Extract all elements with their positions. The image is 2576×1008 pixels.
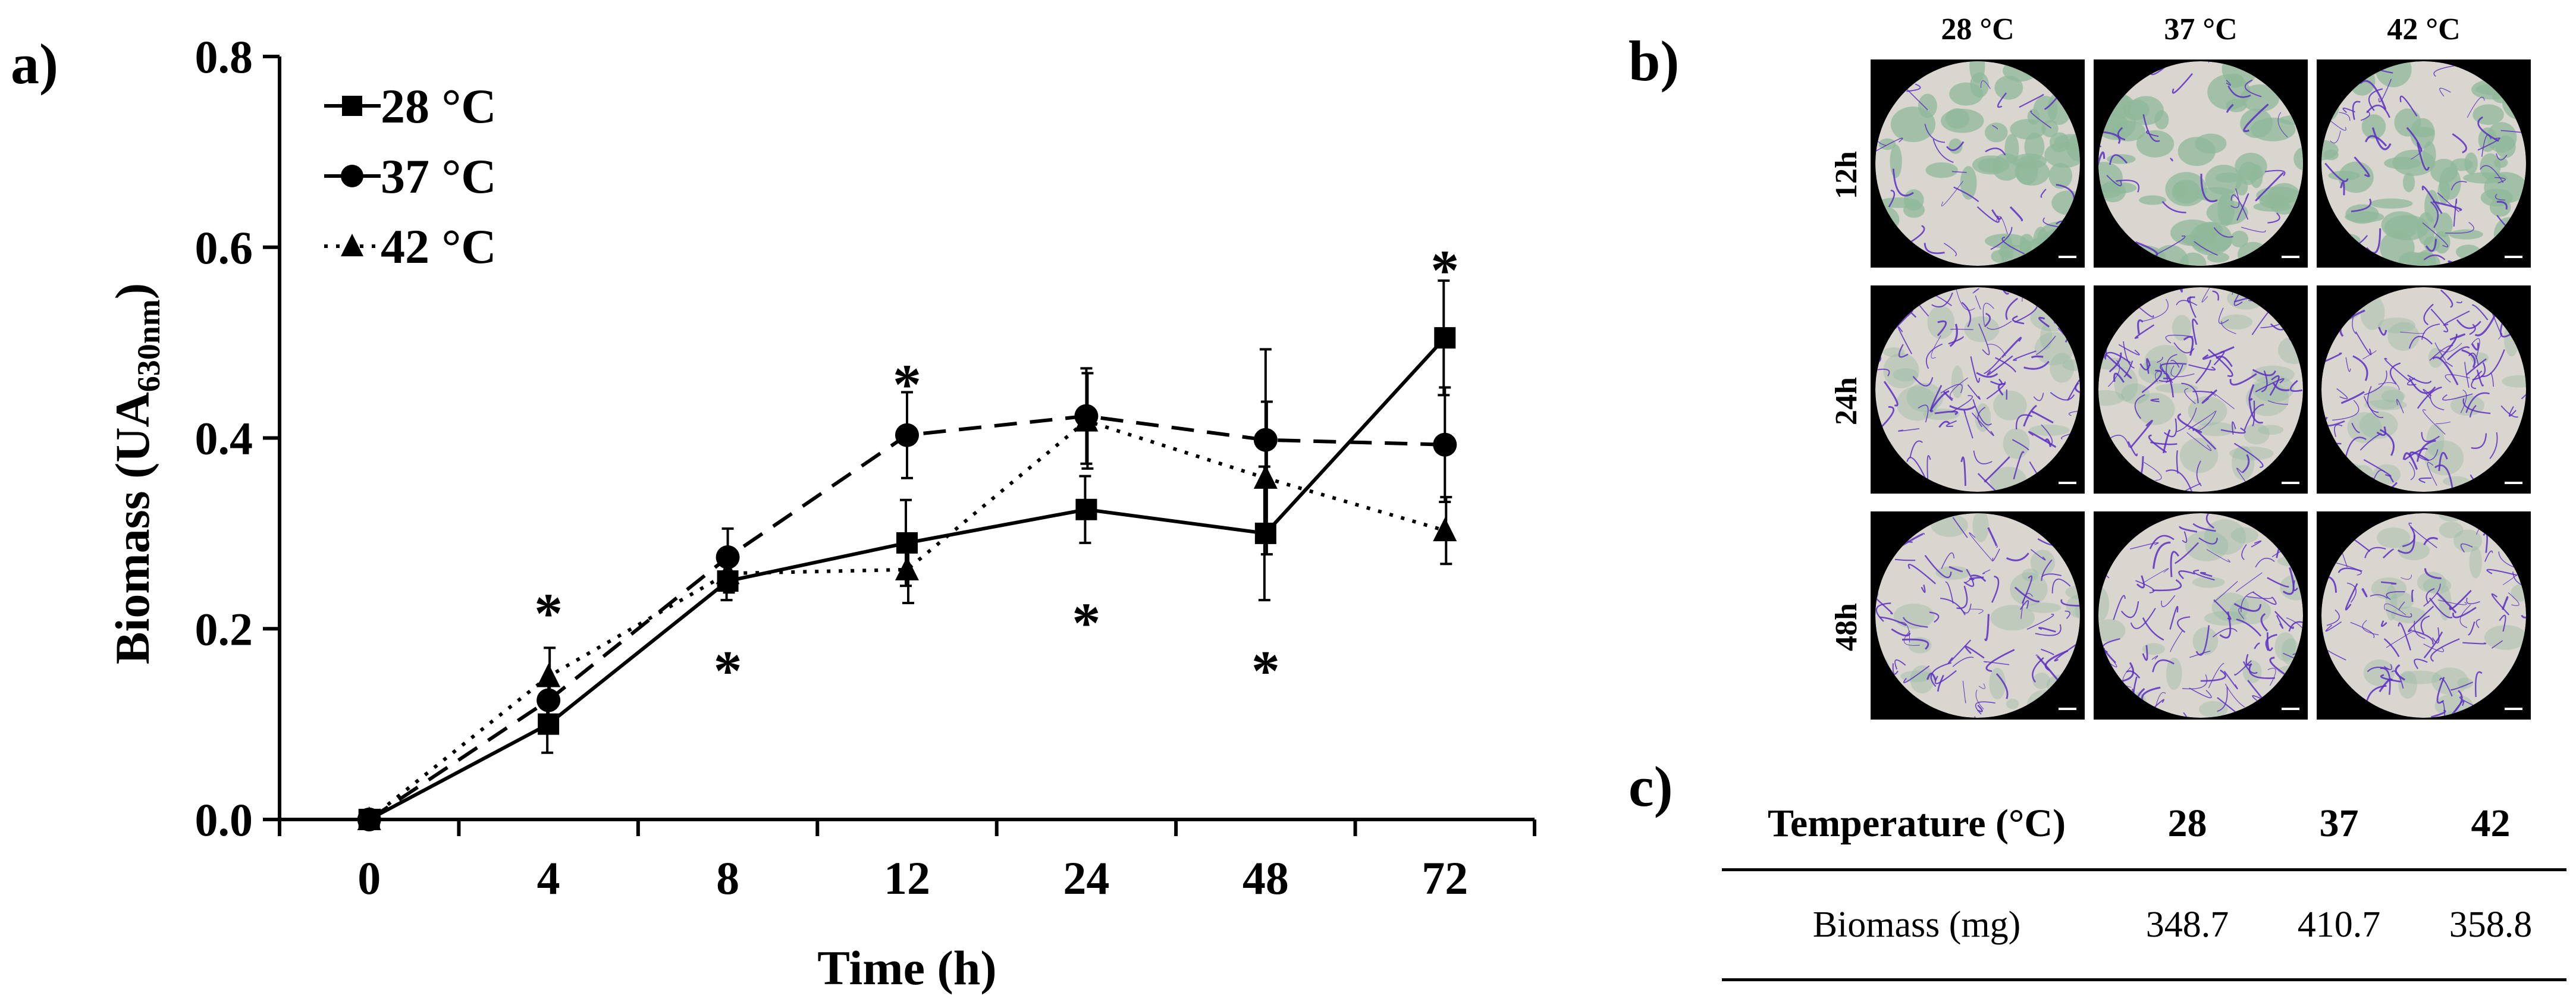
data-point — [1254, 522, 1276, 544]
chart-legend: 28 °C 37 °C 42 °C — [324, 79, 497, 274]
legend-label: 28 °C — [381, 79, 497, 133]
data-point — [1433, 432, 1457, 457]
x-tick-label: 12 — [884, 852, 930, 904]
micrograph-48h-37 — [2094, 511, 2308, 720]
x-axis-title: Time (h) — [817, 941, 996, 995]
scale-bar — [2282, 708, 2299, 710]
table-header-row: Temperature (°C) 28 37 42 — [1722, 779, 2566, 868]
data-point — [357, 806, 381, 830]
micrograph-grid: 28 °C 37 °C 42 °C 12h 24h 48h — [1826, 12, 2531, 726]
panel-c-label: c) — [1629, 755, 1673, 818]
x-tick-label: 72 — [1422, 852, 1468, 904]
legend-marker — [342, 96, 362, 116]
column-header-42: 42 °C — [2387, 12, 2461, 46]
table-header-cell: 37 — [2319, 802, 2359, 845]
legend-label: 37 °C — [381, 149, 497, 203]
scale-bar — [2282, 256, 2299, 258]
x-tick-label: 8 — [716, 852, 739, 904]
significance-marker: * — [1430, 238, 1459, 302]
legend-marker — [341, 234, 363, 256]
table-rule — [1722, 868, 2566, 871]
data-point — [895, 556, 919, 580]
micrograph-12h-37 — [2094, 59, 2308, 268]
significance-marker: * — [1072, 591, 1100, 655]
table-cell: 348.7 — [2145, 904, 2229, 945]
chart-marks: * * * * * * — [357, 238, 1459, 831]
panel-a-label: a) — [11, 32, 58, 96]
legend-marker — [341, 165, 363, 187]
y-tick-label: 0.8 — [195, 31, 253, 83]
legend-label: 42 °C — [381, 219, 497, 274]
scale-bar — [2505, 482, 2522, 484]
significance-marker: * — [534, 582, 563, 645]
table-cell: Biomass (mg) — [1812, 904, 2021, 945]
scale-bar — [2505, 708, 2522, 710]
data-point — [538, 713, 560, 735]
significance-marker: * — [714, 639, 742, 702]
micrograph-48h-28 — [1871, 511, 2085, 720]
micrograph-48h-42 — [2317, 511, 2531, 720]
table-row: Biomass (mg) 348.7 410.7 358.8 — [1722, 871, 2566, 978]
significance-marker: * — [893, 353, 921, 416]
table-rule — [1722, 978, 2566, 981]
series-line — [368, 419, 1446, 821]
x-tick-label: 24 — [1063, 852, 1109, 904]
table-header-cell: 28 — [2167, 802, 2207, 845]
x-tick-label: 4 — [537, 852, 560, 904]
y-tick-label: 0.0 — [195, 794, 253, 846]
micrograph-12h-42 — [2317, 59, 2531, 268]
data-point — [1433, 517, 1457, 542]
y-axis-title: Biomass (UA630nm) — [105, 283, 167, 664]
table-cell: 410.7 — [2297, 904, 2381, 945]
table-header-cell: Temperature (°C) — [1767, 802, 2066, 845]
micrograph-24h-42 — [2317, 285, 2531, 494]
data-point — [536, 663, 561, 687]
column-header-37: 37 °C — [2164, 12, 2238, 46]
biomass-table: Temperature (°C) 28 37 42 Biomass (mg) 3… — [1722, 779, 2566, 981]
scale-bar — [2282, 482, 2299, 484]
x-tick-label: 48 — [1242, 852, 1289, 904]
data-point — [716, 560, 740, 585]
micrograph-24h-28 — [1871, 285, 2085, 494]
data-point — [1253, 464, 1278, 489]
data-point — [1253, 428, 1278, 452]
micrograph-12h-28 — [1871, 59, 2085, 268]
scale-bar — [2505, 256, 2522, 258]
y-tick-label: 0.2 — [195, 603, 253, 655]
scale-bar — [2059, 708, 2076, 710]
row-header-24h: 24h — [1830, 377, 1863, 425]
significance-marker: * — [1251, 639, 1280, 702]
column-header-28: 28 °C — [1941, 12, 2015, 46]
y-tick-label: 0.6 — [195, 222, 253, 274]
y-tick-label: 0.4 — [195, 413, 253, 464]
data-point — [1074, 407, 1099, 432]
x-tick-label: 0 — [357, 852, 381, 904]
row-header-48h: 48h — [1830, 603, 1863, 651]
data-point — [536, 688, 561, 712]
data-point — [895, 423, 919, 447]
scale-bar — [2059, 482, 2076, 484]
panel-b-label: b) — [1629, 29, 1680, 93]
data-point — [716, 545, 740, 569]
data-point — [1075, 498, 1097, 520]
data-point — [1434, 327, 1456, 349]
micrograph-24h-37 — [2094, 285, 2308, 494]
table-header-cell: 42 — [2471, 802, 2511, 845]
table-cell: 358.8 — [2449, 904, 2533, 945]
scale-bar — [2059, 256, 2076, 258]
row-header-12h: 12h — [1830, 151, 1863, 199]
data-point — [896, 532, 918, 554]
